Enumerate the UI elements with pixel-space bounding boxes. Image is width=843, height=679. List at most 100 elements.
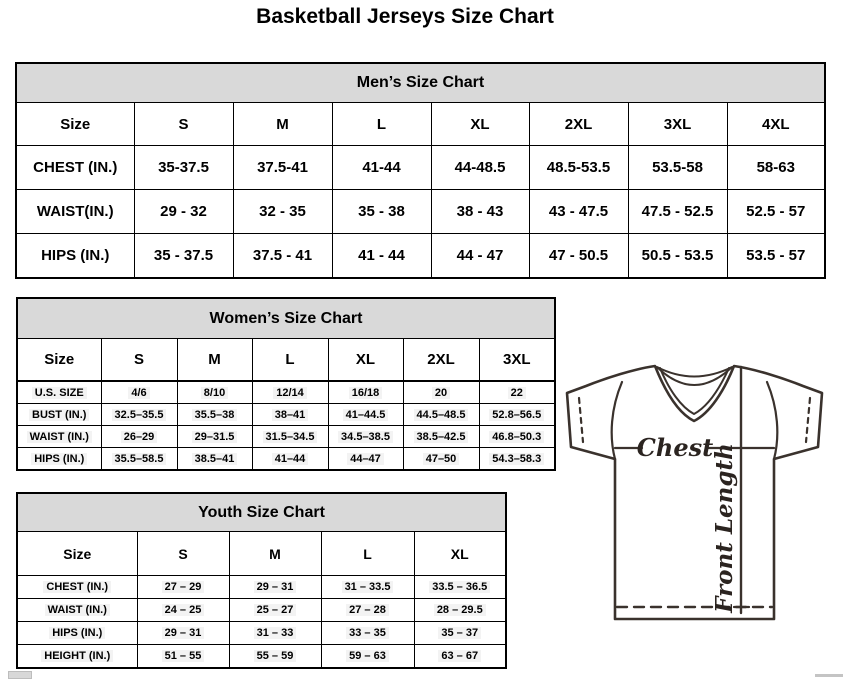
cell-text: 29–31.5 <box>191 430 238 443</box>
table-row: CHEST (IN.) 27 – 29 29 – 31 31 – 33.5 33… <box>16 575 507 599</box>
cell-text: 35.5–58.5 <box>111 452 167 465</box>
front-length-label: Front Length <box>711 443 738 614</box>
cell-text: 47–50 <box>422 452 460 465</box>
row-label: BUST (IN.) <box>16 403 102 426</box>
row-label: HIPS (IN.) <box>16 621 138 645</box>
cell-text: 4/6 <box>128 386 150 399</box>
row-label: U.S. SIZE <box>16 380 102 404</box>
cell-text: 38.5–42.5 <box>413 430 469 443</box>
youth-size-table: Youth Size Chart Size S M L XL CHEST (IN… <box>16 492 507 669</box>
table-row: HIPS (IN.) 35 - 37.5 37.5 - 41 41 - 44 4… <box>15 233 826 279</box>
youth-chart-title: Youth Size Chart <box>16 492 507 532</box>
cell: 8/10 <box>176 380 253 404</box>
cell: 27 – 28 <box>320 598 415 622</box>
col-header: 2XL <box>528 102 629 146</box>
cell-text: 27 – 29 <box>161 581 205 593</box>
cell: 58-63 <box>726 145 826 190</box>
row-label: CHEST (IN.) <box>16 575 138 599</box>
table-row: Women’s Size Chart <box>16 297 556 339</box>
cell: 52.5 - 57 <box>726 189 826 234</box>
cell: 28 – 29.5 <box>413 598 507 622</box>
table-row: BUST (IN.) 32.5–35.5 35.5–38 38–41 41–44… <box>16 403 556 426</box>
cell: 35 - 38 <box>331 189 432 234</box>
cell-text: 31 – 33.5 <box>341 581 394 593</box>
col-header: S <box>133 102 234 146</box>
cell-text: HEIGHT (IN.) <box>41 650 114 662</box>
cell: 44 - 47 <box>430 233 530 279</box>
cell: 26–29 <box>100 425 178 448</box>
cell: 51 – 55 <box>136 644 230 669</box>
cell-text: 63 – 67 <box>438 650 482 662</box>
row-label: HIPS (IN.) <box>16 447 102 471</box>
cell: 41–44 <box>251 447 329 471</box>
cell: 12/14 <box>251 380 329 404</box>
cell: 35.5–38 <box>176 403 253 426</box>
cell-text: 20 <box>431 386 451 399</box>
cell: 24 – 25 <box>136 598 230 622</box>
cell-text: HIPS (IN.) <box>31 452 88 465</box>
cell: 38–41 <box>251 403 329 426</box>
jersey-diagram-icon: Chest Front Length <box>565 364 824 621</box>
cell: 4/6 <box>100 380 178 404</box>
table-row: HIPS (IN.) 35.5–58.5 38.5–41 41–44 44–47… <box>16 447 556 471</box>
table-row: CHEST (IN.) 35-37.5 37.5-41 41-44 44-48.… <box>15 145 826 190</box>
cell-text: HIPS (IN.) <box>49 627 106 639</box>
jersey-measurement-diagram: Chest Front Length <box>558 356 843 628</box>
scrollbar-fragment[interactable] <box>8 671 32 679</box>
page-title: Basketball Jerseys Size Chart <box>256 5 554 28</box>
cell-text: 38.5–41 <box>191 452 238 465</box>
cell-text: 28 – 29.5 <box>433 604 486 616</box>
cell-text: 34.5–38.5 <box>338 430 393 443</box>
mens-size-table: Men’s Size Chart Size S M L XL 2XL 3XL 4… <box>15 62 826 279</box>
cell-text: CHEST (IN.) <box>43 581 112 593</box>
cell-text: 27 – 28 <box>346 604 389 616</box>
cell: 35 – 37 <box>413 621 507 645</box>
cell-text: BUST (IN.) <box>29 408 90 421</box>
table-row: Size S M L XL 2XL 3XL 4XL <box>15 102 826 146</box>
row-label: WAIST (IN.) <box>16 598 138 622</box>
cell: 41–44.5 <box>327 403 404 426</box>
cell: 55 – 59 <box>228 644 322 669</box>
cell: 59 – 63 <box>320 644 415 669</box>
cell-text: 25 – 27 <box>253 604 297 616</box>
cell-text: 35 – 37 <box>438 627 482 639</box>
cell: 50.5 - 53.5 <box>627 233 728 279</box>
table-row: HEIGHT (IN.) 51 – 55 55 – 59 59 – 63 63 … <box>16 644 507 669</box>
col-header: 3XL <box>627 102 728 146</box>
cell-text: 33.5 – 36.5 <box>429 581 491 593</box>
cell-text: 52.8–56.5 <box>489 408 545 421</box>
col-header: S <box>136 531 230 576</box>
cell: 31.5–34.5 <box>251 425 329 448</box>
cell: 53.5 - 57 <box>726 233 826 279</box>
cell-text: 44–47 <box>347 452 384 465</box>
collar-back-arc <box>656 366 733 378</box>
cell-text: 31.5–34.5 <box>262 430 318 443</box>
cell: 48.5-53.5 <box>528 145 629 190</box>
cell-text: 51 – 55 <box>161 650 205 662</box>
col-header: Size <box>16 531 138 576</box>
table-row: U.S. SIZE 4/6 8/10 12/14 16/18 20 22 <box>16 380 556 404</box>
cell: 46.8–50.3 <box>478 425 556 448</box>
cell: 41 - 44 <box>331 233 432 279</box>
collar-back-arc <box>657 367 732 386</box>
cell: 43 - 47.5 <box>528 189 629 234</box>
col-header: S <box>100 338 178 382</box>
collar-inner-line <box>659 367 730 415</box>
cell: 31 – 33 <box>228 621 322 645</box>
cell-text: 33 – 35 <box>346 627 389 639</box>
cell: 35.5–58.5 <box>100 447 178 471</box>
cell: 52.8–56.5 <box>478 403 556 426</box>
col-header: L <box>320 531 415 576</box>
cell-text: U.S. SIZE <box>31 386 87 399</box>
cell: 63 – 67 <box>413 644 507 669</box>
jersey-outline <box>565 364 824 621</box>
cell: 33.5 – 36.5 <box>413 575 507 599</box>
cell: 25 – 27 <box>228 598 322 622</box>
cell: 38.5–41 <box>176 447 253 471</box>
cell: 38.5–42.5 <box>402 425 480 448</box>
scrollbar-fragment[interactable] <box>815 674 843 677</box>
cell-text: 41–44 <box>271 452 309 465</box>
cell: 22 <box>478 380 556 404</box>
cell: 27 – 29 <box>136 575 230 599</box>
cell-text: 44.5–48.5 <box>413 408 469 421</box>
